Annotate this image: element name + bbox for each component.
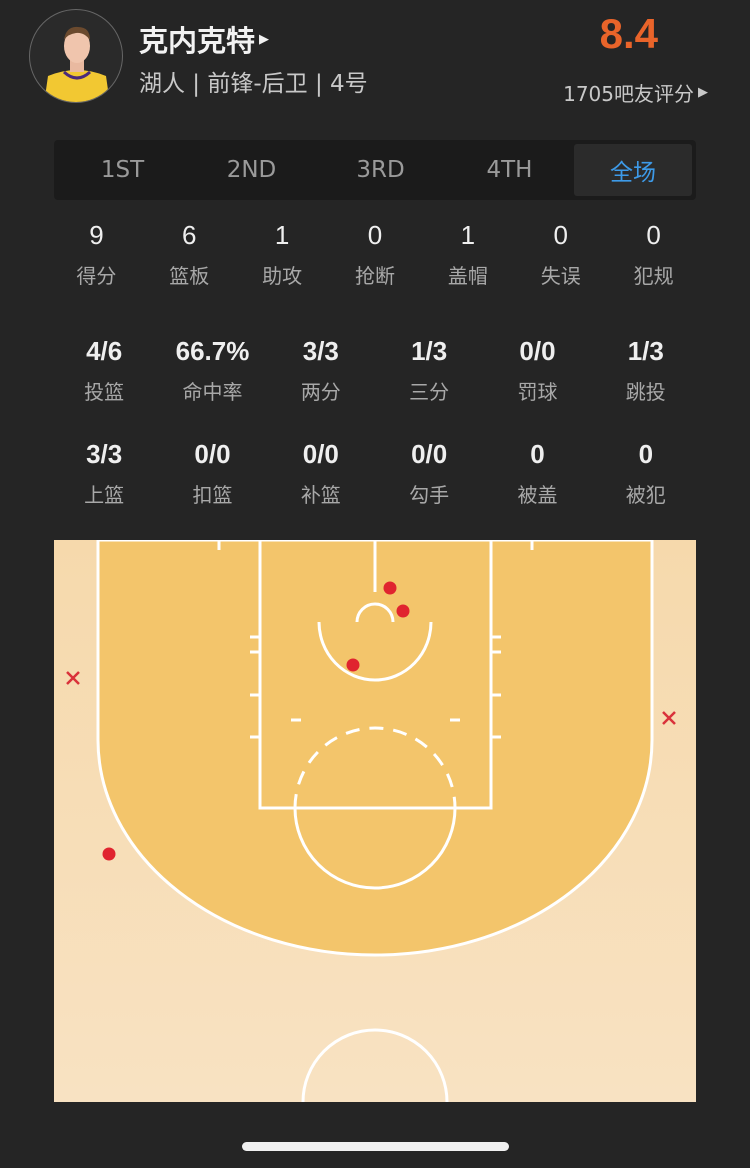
- period-tabs: 1ST 2ND 3RD 4TH 全场: [54, 140, 696, 200]
- stat-label: 命中率: [182, 380, 243, 404]
- shot-chart-court: [54, 540, 696, 1102]
- stat-label: 抢断: [355, 264, 395, 288]
- stat-label: 勾手: [409, 483, 450, 507]
- stat-value: 9: [89, 220, 104, 250]
- stat-value: 0/0: [302, 439, 339, 469]
- stat-value: 0: [638, 439, 654, 469]
- stat-value: 6: [182, 220, 197, 250]
- stat-basic-6: 0 犯规: [607, 220, 700, 289]
- tab-2nd[interactable]: 2ND: [226, 157, 277, 183]
- shot-type-stats-row: 3/3 上篮 0/0 扣篮 0/0 补篮 0/0 勾手 0 被盖 0 被犯: [50, 439, 700, 508]
- stat-shot_types-2: 0/0 补篮: [267, 439, 375, 508]
- stat-basic-1: 6 篮板: [143, 220, 236, 289]
- triangle-right-icon: ▶: [698, 85, 708, 100]
- stat-value: 4/6: [86, 336, 123, 366]
- shot-made-dot: [346, 658, 360, 672]
- tab-3rd[interactable]: 3RD: [356, 157, 405, 183]
- stat-value: 0: [553, 220, 568, 250]
- fan-rating-link[interactable]: 1705吧友评分 ▶: [563, 78, 708, 107]
- stat-shooting-0: 4/6 投篮: [50, 336, 158, 405]
- three-point-line: [96, 540, 654, 957]
- stat-label: 跳投: [625, 380, 666, 404]
- stat-shooting-5: 1/3 跳投: [592, 336, 700, 405]
- stat-label: 两分: [300, 380, 341, 404]
- stat-label: 上篮: [84, 483, 125, 507]
- stat-value: 0/0: [194, 439, 231, 469]
- shot-made-dot: [383, 581, 397, 595]
- stat-label: 投篮: [84, 380, 125, 404]
- tab-1st[interactable]: 1ST: [100, 157, 145, 183]
- stat-label: 助攻: [262, 264, 303, 288]
- stat-value: 0: [530, 439, 545, 469]
- player-rating: 8.4: [599, 10, 658, 57]
- player-meta: 湖人 | 前锋-后卫 | 4号: [139, 71, 368, 97]
- player-avatar[interactable]: [29, 9, 123, 103]
- stat-value: 0: [367, 220, 383, 250]
- stat-basic-4: 1 盖帽: [421, 220, 514, 289]
- stat-shooting-1: 66.7% 命中率: [158, 336, 266, 405]
- stat-value: 0/0: [411, 439, 448, 469]
- stat-label: 三分: [409, 380, 450, 404]
- stat-value: 1/3: [627, 336, 664, 366]
- stat-value: 1: [274, 220, 290, 250]
- stat-basic-3: 0 抢断: [329, 220, 422, 289]
- stat-basic-2: 1 助攻: [236, 220, 329, 289]
- tab-4th[interactable]: 4TH: [486, 157, 533, 183]
- stat-value: 0: [646, 220, 661, 250]
- stat-label: 犯规: [633, 264, 674, 288]
- stat-shooting-2: 3/3 两分: [267, 336, 375, 405]
- player-name-link[interactable]: 克内克特 ▶: [139, 18, 269, 60]
- stat-label: 篮板: [169, 264, 210, 288]
- stat-label: 得分: [76, 264, 117, 288]
- stat-basic-0: 9 得分: [50, 220, 143, 289]
- basic-stats-row: 9 得分 6 篮板 1 助攻 0 抢断 1 盖帽 0 失误 0 犯规: [50, 220, 700, 289]
- court-lines: [217, 540, 534, 1102]
- stat-label: 被犯: [625, 483, 666, 507]
- stat-shot_types-3: 0/0 勾手: [375, 439, 483, 508]
- stat-shooting-4: 0/0 罚球: [483, 336, 591, 405]
- stat-shot_types-0: 3/3 上篮: [50, 439, 158, 508]
- stat-label: 罚球: [517, 380, 558, 404]
- shot-made-dot: [102, 847, 116, 861]
- player-photo-icon: [44, 26, 110, 102]
- shot-miss-x-icon: [662, 711, 676, 725]
- stat-shooting-3: 1/3 三分: [375, 336, 483, 405]
- stat-value: 3/3: [302, 336, 339, 366]
- stat-basic-5: 0 失误: [514, 220, 607, 289]
- stat-label: 被盖: [517, 483, 558, 507]
- stat-label: 盖帽: [447, 264, 488, 288]
- stat-label: 失误: [540, 264, 581, 288]
- shot-made-dot: [396, 604, 410, 618]
- home-indicator[interactable]: [242, 1142, 509, 1151]
- shot-markers: [66, 581, 676, 861]
- player-name: 克内克特: [139, 24, 256, 58]
- stat-shot_types-1: 0/0 扣篮: [158, 439, 266, 508]
- stat-value: 66.7%: [175, 336, 250, 366]
- stat-shot_types-4: 0 被盖: [483, 439, 591, 508]
- tab-full-game[interactable]: 全场: [574, 144, 692, 196]
- stat-value: 1/3: [411, 336, 448, 366]
- stat-value: 0/0: [519, 336, 556, 366]
- fan-rating-count: 1705吧友评分: [563, 82, 694, 106]
- shot-miss-x-icon: [66, 671, 80, 685]
- triangle-right-icon: ▶: [259, 31, 270, 47]
- stat-label: 补篮: [300, 483, 341, 507]
- shooting-stats-row: 4/6 投篮 66.7% 命中率 3/3 两分 1/3 三分 0/0 罚球 1/3 跳投: [50, 336, 700, 405]
- stat-shot_types-5: 0 被犯: [592, 439, 700, 508]
- stat-value: 3/3: [86, 439, 123, 469]
- stat-label: 扣篮: [192, 483, 233, 507]
- stat-value: 1: [460, 220, 476, 250]
